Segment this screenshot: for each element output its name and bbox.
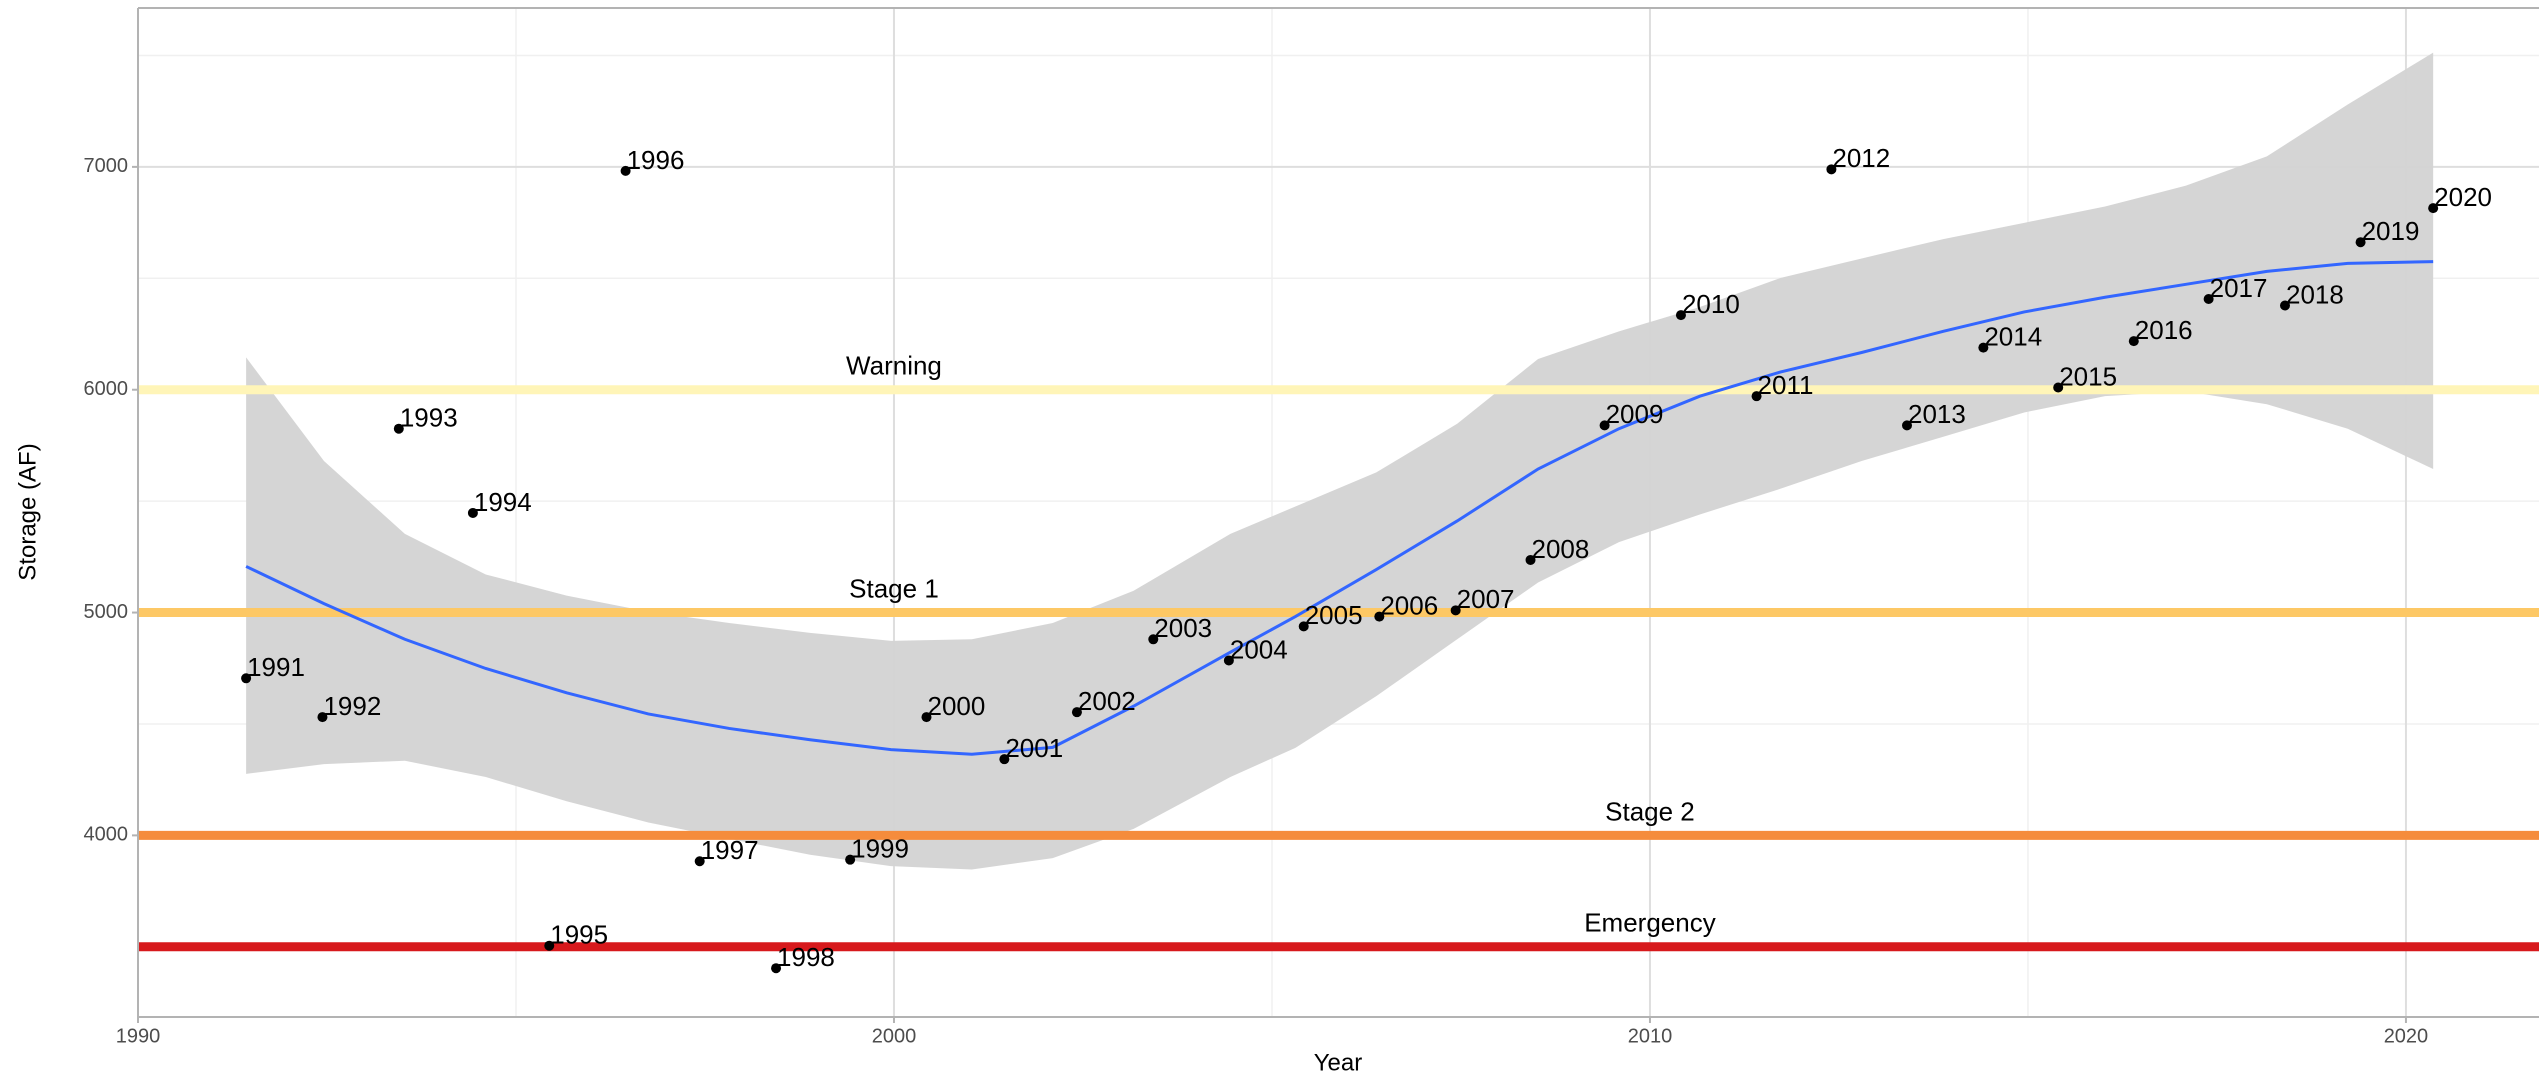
point-label: 2015 [2059,361,2117,391]
point-label: 2012 [1832,143,1890,173]
confidence-band [246,52,2434,870]
data-point [1298,621,1309,632]
data-point [1525,554,1536,565]
point-label: 2004 [1230,634,1288,664]
data-point [2203,294,2214,305]
point-label: 2006 [1380,590,1438,620]
point-label: 1996 [627,145,685,175]
data-point [241,673,252,684]
point-label: 2013 [1908,399,1966,429]
point-label: 1999 [851,834,909,864]
point-label: 2001 [1005,733,1063,763]
point-label: 2003 [1154,613,1212,643]
y-tick-label: 6000 [84,378,129,400]
threshold-label: Warning [846,351,942,381]
point-label: 2008 [1532,534,1590,564]
data-point [1675,310,1686,321]
data-point [317,712,328,723]
point-label: 2010 [1682,289,1740,319]
data-point [2279,300,2290,311]
x-axis-title: Year [1314,1049,1363,1076]
data-point [771,963,782,974]
point-label: 1994 [474,487,532,517]
data-point [1901,420,1912,431]
point-label: 2005 [1305,600,1363,630]
data-point [921,712,932,723]
data-point [2128,336,2139,347]
x-tick-label: 1990 [116,1025,161,1047]
y-tick-label: 7000 [84,155,129,177]
data-point [1826,164,1837,175]
data-point [2053,382,2064,393]
data-point [620,165,631,176]
data-point [393,423,404,434]
point-label: 1991 [247,652,305,682]
point-label: 2007 [1457,584,1515,614]
y-axis-title: Storage (AF) [14,443,41,580]
point-label: 2014 [1984,321,2042,351]
data-point [544,940,555,951]
data-point [1223,655,1234,666]
data-point [845,854,856,865]
point-label: 1992 [323,691,381,721]
threshold-label: Stage 2 [1605,796,1695,826]
y-tick-label: 4000 [84,824,129,846]
data-point [1148,634,1159,645]
data-point [694,856,705,867]
point-label: 2017 [2210,273,2268,303]
point-label: 1998 [777,942,835,972]
data-point [1978,342,1989,353]
point-label: 2016 [2135,315,2193,345]
point-label: 1995 [550,920,608,950]
data-point [1450,605,1461,616]
data-point [1374,611,1385,622]
data-point [2428,203,2439,214]
data-point [1071,707,1082,718]
data-point [2355,237,2366,248]
x-tick-label: 2000 [872,1025,917,1047]
data-point [999,754,1010,765]
point-label: 2009 [1606,399,1664,429]
point-label: 2000 [927,691,985,721]
point-label: 2020 [2434,182,2492,212]
point-label: 2018 [2286,279,2344,309]
threshold-label: Emergency [1584,908,1716,938]
data-point [467,507,478,518]
point-label: 2011 [1758,370,1814,400]
point-label: 1997 [701,835,759,865]
point-label: 2019 [2362,216,2420,246]
point-label: 1993 [400,403,458,433]
point-label: 2002 [1078,686,1136,716]
x-tick-label: 2010 [1628,1025,1673,1047]
threshold-label: Stage 1 [849,573,939,603]
data-point [1599,420,1610,431]
data-point [1751,391,1762,402]
smooth-line [245,260,2434,756]
x-tick-label: 2020 [2384,1025,2429,1047]
y-tick-label: 5000 [84,601,129,623]
